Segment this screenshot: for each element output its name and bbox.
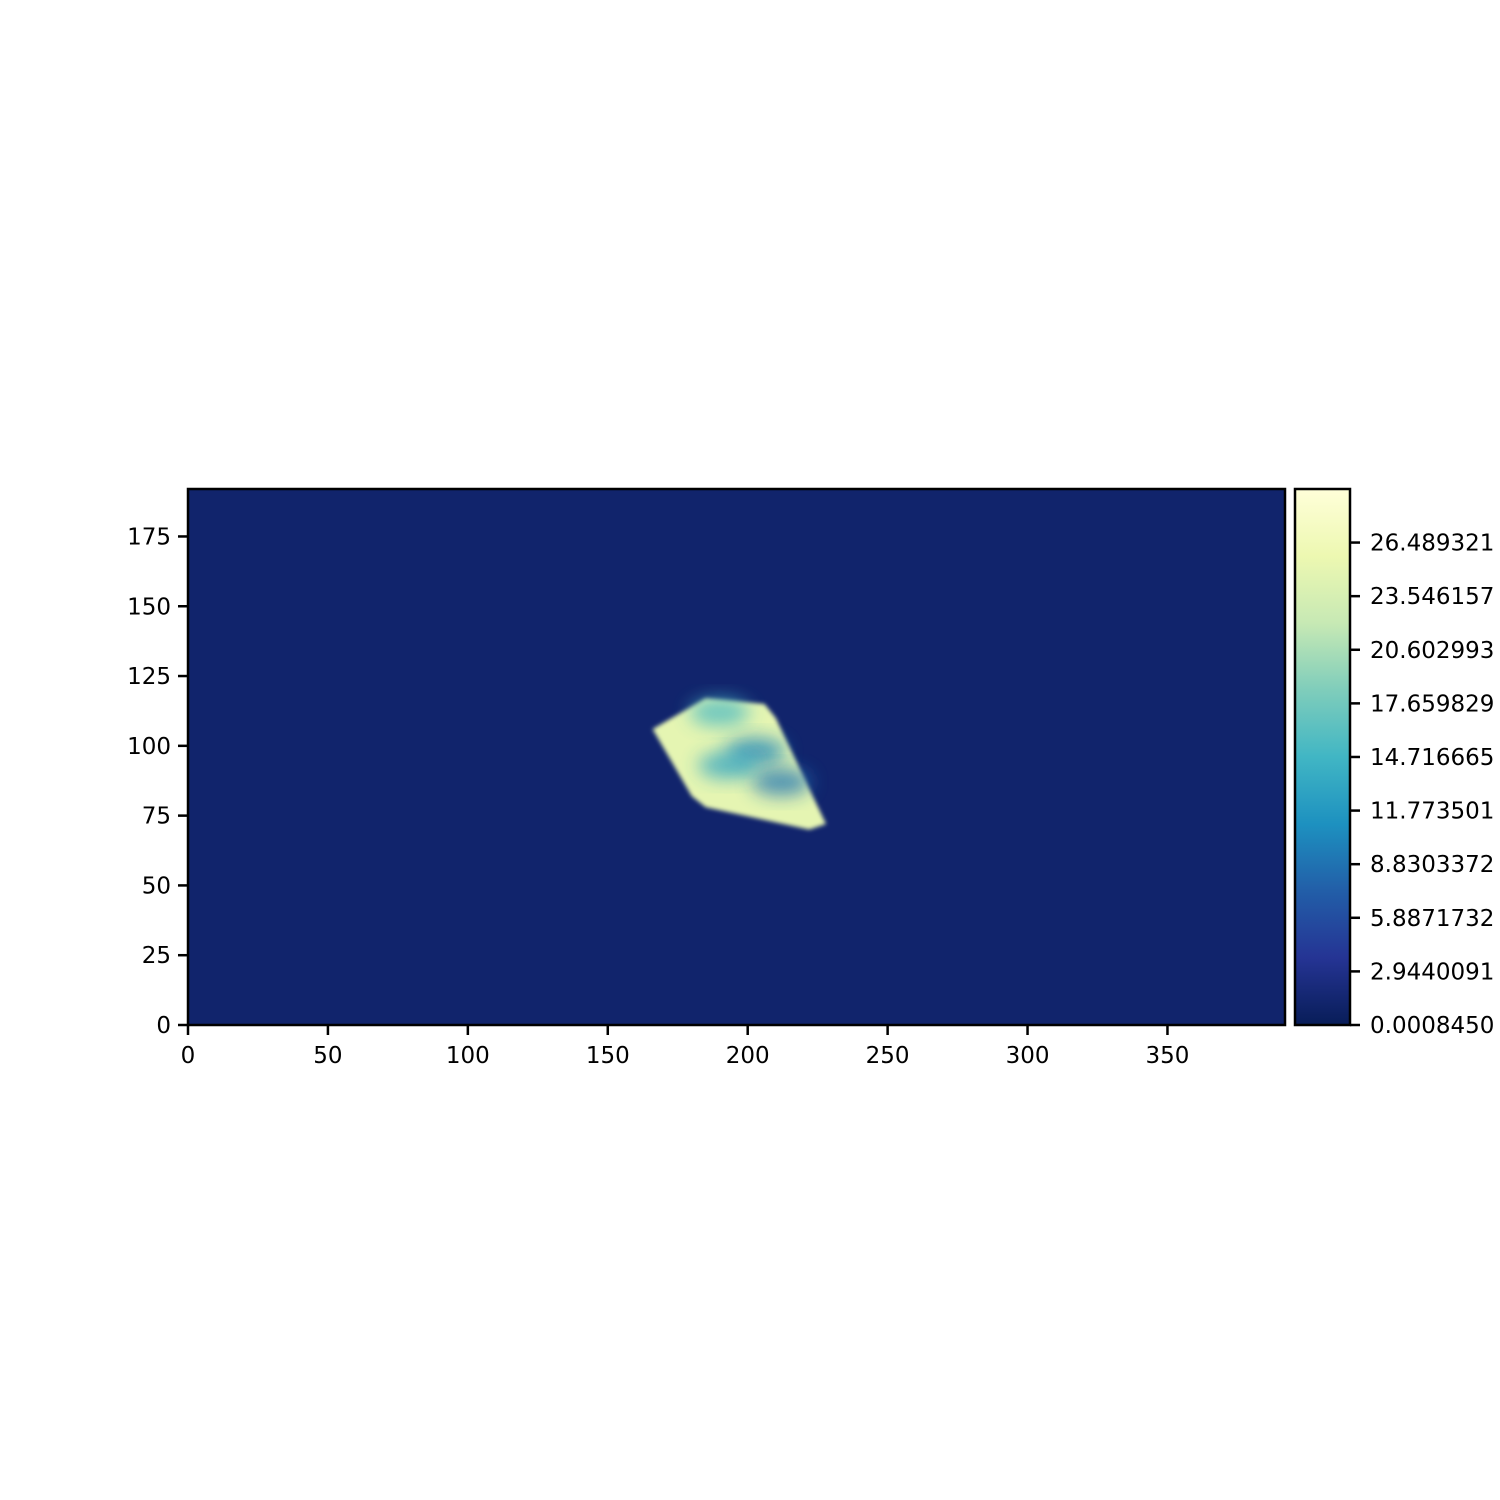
y-tick-label: 100	[127, 734, 171, 760]
dark-region-1	[751, 768, 812, 797]
x-tick-label: 100	[446, 1043, 490, 1069]
x-tick-label: 250	[866, 1043, 910, 1069]
x-tick-label: 0	[181, 1043, 196, 1069]
x-tick-label: 350	[1146, 1043, 1190, 1069]
plot-frame	[186, 487, 1287, 1027]
colorbar-ticks: 0.0008450 2.9440091 5.8871732 8.8303372 11.7…	[1350, 531, 1494, 1039]
colorbar-tick-label: 23.546157	[1370, 584, 1494, 610]
colorbar-tick-label: 2.9440091	[1370, 959, 1494, 985]
colorbar-tick-label: 26.489321	[1370, 531, 1494, 557]
heatmap-dark-regions	[689, 698, 812, 797]
x-tick-label: 200	[726, 1043, 770, 1069]
dark-region-2	[698, 751, 759, 780]
colorbar-tick-label: 5.8871732	[1370, 906, 1494, 932]
y-tick-label: 125	[127, 664, 171, 690]
y-axis: 0 25 50 75 100 125 150 175	[127, 524, 188, 1039]
colorbar: 0.0008450 2.9440091 5.8871732 8.8303372 11.7…	[1293, 487, 1494, 1039]
colorbar-tick-label: 11.773501	[1370, 799, 1494, 825]
colorbar-tick-label: 20.602993	[1370, 638, 1494, 664]
x-axis: 0 50 100 150 200 250 300 350	[181, 1025, 1190, 1069]
dark-region-3	[689, 698, 750, 727]
heatmap-plot-area	[186, 487, 1287, 1027]
colorbar-tick-label: 17.659829	[1370, 691, 1494, 717]
y-tick-label: 50	[142, 873, 171, 899]
colorbar-tick-label: 8.8303372	[1370, 852, 1494, 878]
y-tick-label: 25	[142, 943, 171, 969]
colorbar-tick-label: 14.716665	[1370, 745, 1494, 771]
y-tick-label: 175	[127, 524, 171, 550]
colorbar-tick-label: 0.0008450	[1370, 1013, 1494, 1039]
y-tick-label: 75	[142, 804, 171, 830]
colorbar-gradient	[1295, 489, 1350, 1025]
x-tick-label: 50	[313, 1043, 342, 1069]
y-tick-label: 150	[127, 594, 171, 620]
x-tick-label: 150	[586, 1043, 630, 1069]
y-tick-label: 0	[156, 1013, 171, 1039]
x-tick-label: 300	[1006, 1043, 1050, 1069]
